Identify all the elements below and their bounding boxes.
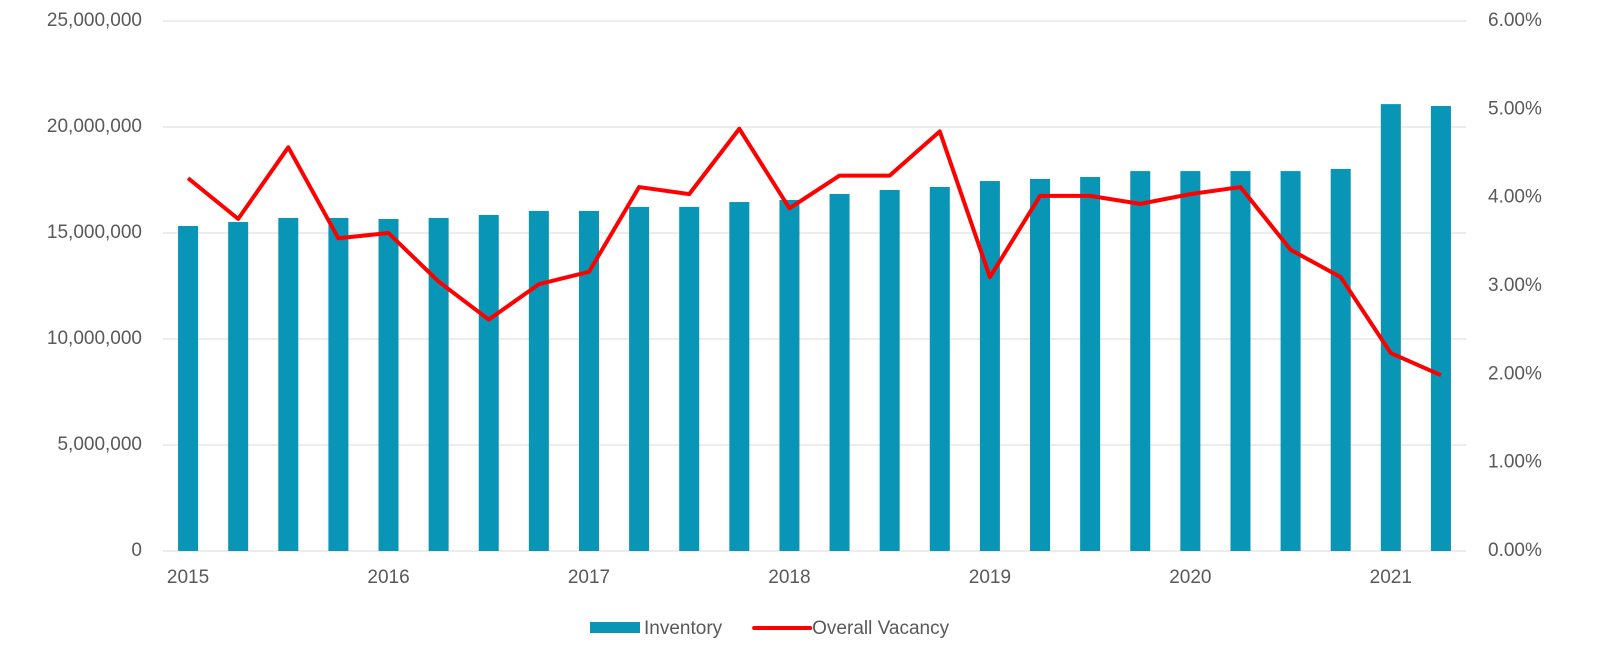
bar: [1230, 171, 1251, 551]
y2-tick-label: 5.00%: [1488, 98, 1542, 119]
legend-swatch: [590, 622, 640, 633]
x-tick-label: 2021: [1370, 567, 1412, 588]
bar: [729, 202, 750, 551]
bar: [1130, 171, 1151, 551]
bar: [1380, 104, 1401, 551]
x-tick-label: 2019: [969, 567, 1011, 588]
bar: [979, 181, 1000, 551]
x-tick-label: 2016: [367, 567, 409, 588]
bar: [1030, 178, 1051, 551]
y-tick-label: 10,000,000: [47, 328, 142, 349]
bar: [478, 214, 499, 552]
y2-tick-label: 3.00%: [1488, 275, 1542, 296]
y2-tick-label: 2.00%: [1488, 363, 1542, 384]
bar: [278, 217, 299, 551]
y-tick-label: 20,000,000: [47, 116, 142, 137]
bar: [528, 210, 549, 551]
y-tick-label: 15,000,000: [47, 222, 142, 243]
legend-label: Inventory: [644, 618, 723, 639]
y-tick-label: 25,000,000: [47, 10, 142, 31]
x-tick-label: 2018: [768, 567, 810, 588]
bar: [1180, 171, 1201, 551]
bar: [879, 189, 900, 552]
bar: [929, 186, 950, 551]
y2-tick-label: 4.00%: [1488, 187, 1542, 208]
bar: [378, 219, 399, 551]
bar: [679, 206, 700, 551]
bar: [1430, 106, 1451, 552]
y2-tick-label: 0.00%: [1488, 540, 1542, 561]
legend-label: Overall Vacancy: [812, 618, 949, 639]
y-tick-label: 0: [131, 540, 142, 561]
bar: [428, 217, 449, 551]
x-tick-label: 2015: [167, 567, 209, 588]
y2-tick-label: 1.00%: [1488, 452, 1542, 473]
bar: [1080, 177, 1101, 552]
bar: [578, 210, 599, 551]
y2-tick-label: 6.00%: [1488, 10, 1542, 31]
bar: [829, 193, 850, 551]
bar: [228, 221, 249, 551]
bar: [1330, 168, 1351, 551]
y-tick-label: 5,000,000: [57, 434, 142, 455]
line: [186, 126, 1442, 378]
bar: [1280, 171, 1301, 551]
bar: [178, 226, 199, 551]
x-tick-label: 2017: [568, 567, 610, 588]
bar: [629, 206, 650, 551]
bar: [328, 217, 349, 551]
x-tick-label: 2020: [1169, 567, 1211, 588]
bar: [779, 199, 800, 552]
